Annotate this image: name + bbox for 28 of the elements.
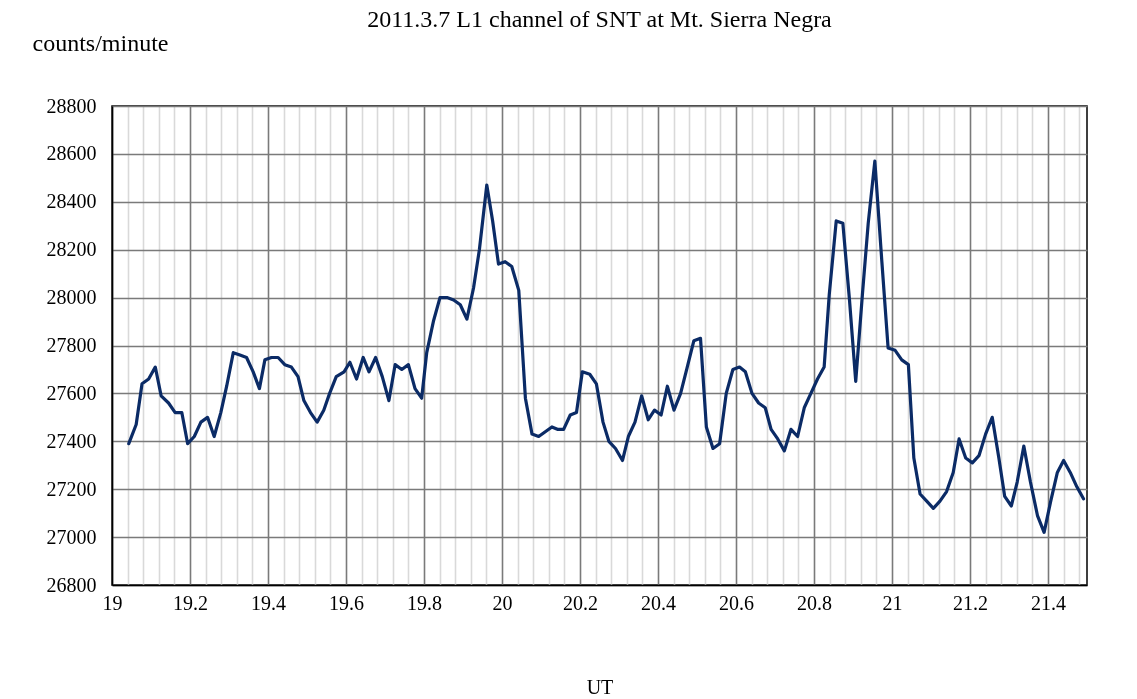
y-tick-label: 26800	[46, 573, 97, 596]
chart-title: 2011.3.7 L1 channel of SNT at Mt. Sierra Negra	[367, 6, 833, 32]
x-tick-label: 20.6	[719, 591, 754, 614]
x-tick-label: 20	[492, 591, 513, 614]
x-tick-label: 20.8	[797, 591, 832, 614]
y-tick-label: 28400	[46, 190, 97, 213]
x-tick-label: 19.2	[173, 591, 208, 614]
x-tick-label: 21.2	[953, 591, 988, 614]
x-tick-label: 19	[102, 591, 123, 614]
line-series	[127, 159, 1086, 534]
y-tick-label: 28600	[46, 142, 97, 165]
y-tick-label: 27400	[46, 429, 97, 452]
x-tick-label: 20.4	[641, 591, 676, 614]
y-tick-label: 28000	[46, 286, 97, 309]
y-tick-label: 27800	[46, 334, 97, 356]
x-tick-label: 19.8	[407, 591, 442, 614]
x-tick-label: 21.4	[1031, 591, 1066, 614]
x-tick-label: 21	[882, 591, 903, 614]
x-axis-title: UT	[586, 675, 614, 698]
x-tick-label: 19.6	[329, 591, 364, 614]
y-tick-label: 27200	[46, 477, 97, 500]
x-tick-label: 19.4	[251, 591, 286, 614]
y-tick-label: 28800	[46, 94, 97, 117]
y-axis-title: counts/minute	[32, 29, 169, 56]
y-tick-label: 27600	[46, 381, 97, 404]
x-tick-label: 20.2	[563, 591, 598, 614]
y-tick-label: 28200	[46, 238, 97, 261]
y-tick-label: 27000	[46, 525, 97, 548]
